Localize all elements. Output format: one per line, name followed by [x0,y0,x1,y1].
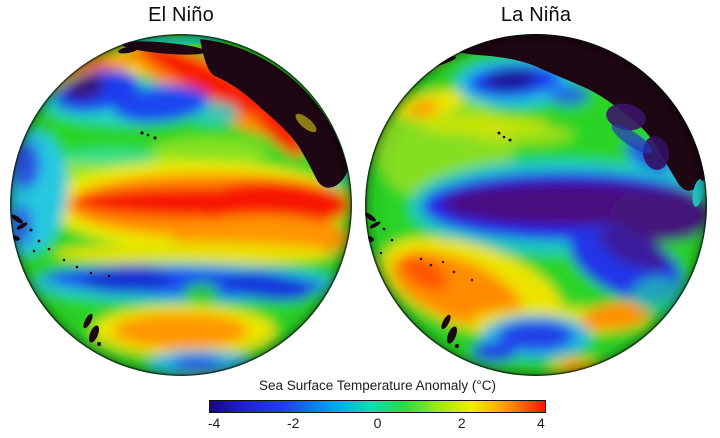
globe-limb-shading [10,34,352,376]
el-nino-globe-graphic [10,34,352,376]
colorbar-tick-0: 0 [373,415,382,431]
globe-limb-shading [365,34,707,376]
la-nina-globe-graphic [365,34,707,376]
colorbar-tick-neg4: -4 [207,415,221,431]
el-nino-title: El Niño [148,4,214,26]
colorbar-title: Sea Surface Temperature Anomaly (°C) [258,378,496,393]
colorbar-tick-neg2: -2 [287,415,300,431]
la-nina-title: La Niña [500,4,572,26]
colorbar-gradient [209,400,546,413]
colorbar-tick-2: 2 [457,415,466,431]
colorbar-tick-4: 4 [537,415,545,431]
colorbar-ticks: -4 -2 0 2 4 [207,415,546,433]
